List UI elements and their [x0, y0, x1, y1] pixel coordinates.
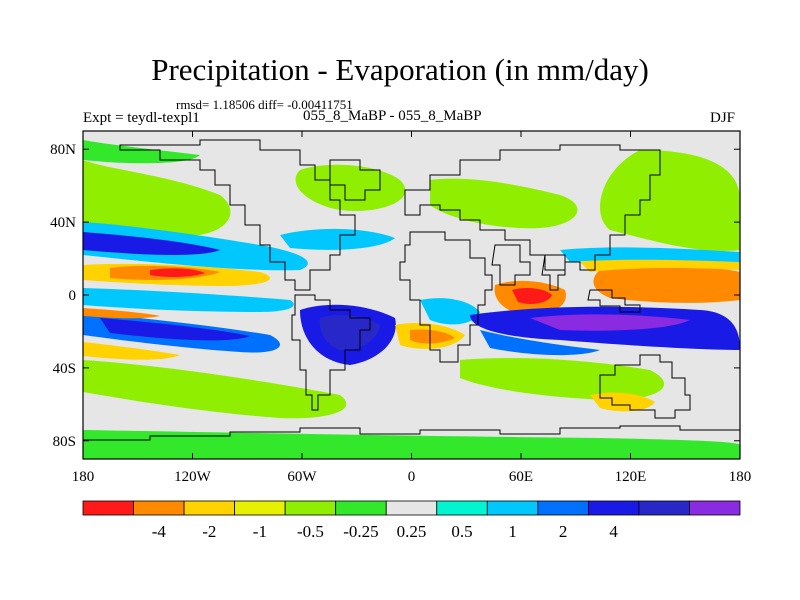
colorbar-label: -0.5 [297, 522, 324, 541]
field-region-s-pacific-dry [83, 308, 160, 319]
field-region-n-atlantic-green [295, 164, 406, 211]
colorbar-swatch [234, 500, 286, 516]
field-region-w-pacific-dry-core [580, 257, 740, 272]
field-region-n-atlantic-storm-track [280, 228, 395, 250]
colorbar: -4 -2 -1 -0.5 -0.25 0.25 0.5 1 2 4 [82, 500, 741, 541]
y-tick-label: 40S [53, 361, 76, 377]
coastline-australia [599, 354, 691, 419]
coastline-outlines [83, 139, 740, 441]
field-region-central-africa-wet [420, 298, 480, 325]
y-tick-label: 80S [53, 434, 76, 450]
y-tick-label: 40N [50, 215, 76, 231]
colorbar-swatch [284, 500, 337, 516]
field-region-w-pacific-green [600, 150, 740, 251]
colorbar-swatch [436, 500, 488, 516]
coastline-north-america [119, 139, 356, 291]
field-region-warm-pool-edge [480, 330, 600, 356]
y-tick-label: 0 [69, 288, 77, 304]
subtitle-label: 055_8_MaBP - 055_8_MaBP [303, 108, 482, 124]
colorbar-swatch [335, 500, 387, 516]
coastline-eurasia [404, 144, 661, 271]
coastline-africa [399, 231, 493, 363]
x-axis: 180 120W 60W 0 60E 120E 180 [72, 131, 752, 485]
colorbar-label: 2 [559, 522, 568, 541]
stats-label: rmsd= 1.18506 diff= -0.00411751 [176, 97, 353, 112]
field-region-pacific-itcz [83, 288, 294, 312]
colorbar-swatch [385, 500, 438, 516]
colorbar-label: 1 [508, 522, 517, 541]
colorbar-swatch [82, 500, 134, 516]
x-tick-label: 180 [729, 469, 752, 485]
coastline-greenland [329, 159, 381, 201]
coastline-antarctica [83, 425, 740, 441]
colorbar-swatch [183, 500, 236, 516]
season-label: DJF [710, 110, 736, 126]
chart-title: Precipitation - Evaporation (in mm/day) [151, 52, 649, 87]
colorbar-swatch [689, 500, 741, 516]
field-region-w-pacific-dry [593, 265, 740, 303]
field-region-s-indian-green [460, 358, 665, 400]
colorbar-label: -2 [202, 522, 216, 541]
field-region-s-pacific-convergence-core [100, 318, 250, 341]
colorbar-swatch [587, 500, 640, 516]
x-tick-label: 60W [287, 469, 317, 485]
colorbar-label: -1 [253, 522, 267, 541]
field-region-s-atlantic-dry-core [410, 329, 455, 344]
field-region-warm-pool-wet-core [530, 314, 690, 331]
experiment-label: Expt = teydl-texpl1 [83, 110, 200, 126]
colorbar-label: 0.5 [451, 522, 472, 541]
x-tick-label: 60E [509, 469, 533, 485]
colorbar-swatch [133, 500, 185, 516]
colorbar-swatch [486, 500, 539, 516]
colorbar-label: -0.25 [343, 522, 378, 541]
x-tick-label: 0 [408, 469, 416, 485]
field-region-s-ocean-green [83, 360, 347, 419]
y-tick-label: 80N [50, 142, 76, 158]
field-region-e-pacific-wet [560, 247, 740, 262]
field-region-amazon-wet-core [319, 315, 380, 351]
field-region-arabian-sea-dry-core [512, 287, 552, 304]
colorbar-label: 0.25 [397, 522, 427, 541]
y-axis: 80N 40N 0 40S 80S [50, 142, 740, 450]
colorbar-swatch [537, 500, 589, 516]
field-region-australia-dry [590, 392, 655, 412]
coastline-maritime-continent [587, 289, 641, 313]
field-region-eurasia-green [430, 178, 578, 229]
coastline-south-america [291, 294, 371, 411]
coastline-india [541, 254, 566, 291]
x-tick-label: 120W [174, 469, 212, 485]
field-region-antarctic-green [83, 430, 740, 459]
field-region-n-pacific-storm-core [83, 232, 220, 255]
field-region-n-pacific-green [83, 160, 231, 237]
colorbar-swatch [638, 500, 690, 516]
field-region-arctic-green [83, 140, 200, 164]
coastline-arabia [491, 244, 531, 286]
field-region-s-pacific-yellow [83, 342, 180, 360]
colorbar-label: -4 [152, 522, 167, 541]
x-tick-label: 120E [615, 469, 647, 485]
field-region-n-pacific-dry-max [150, 268, 205, 278]
pme-field [83, 131, 740, 459]
x-tick-label: 180 [72, 469, 95, 485]
colorbar-label: 4 [609, 522, 618, 541]
